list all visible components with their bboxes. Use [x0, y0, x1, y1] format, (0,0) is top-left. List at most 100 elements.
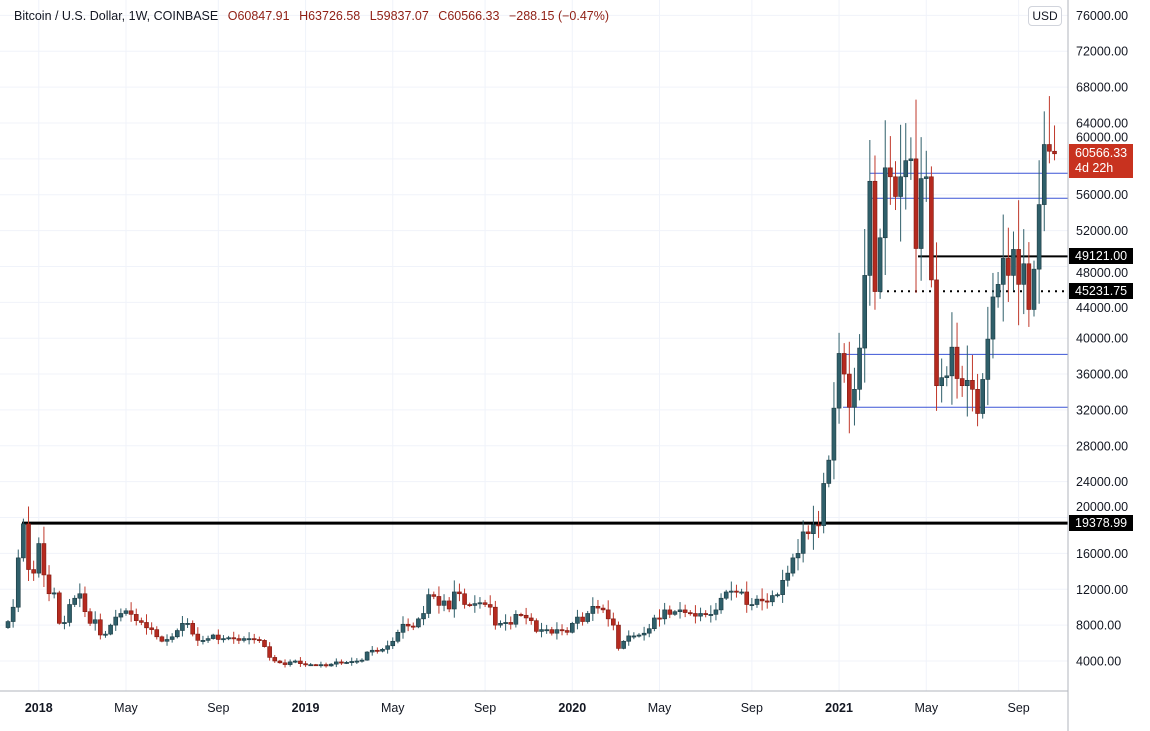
- candle-body: [72, 597, 77, 605]
- candle-body: [380, 649, 385, 652]
- candle-body: [518, 614, 524, 616]
- candle-body: [303, 663, 308, 666]
- candle-body: [103, 633, 108, 636]
- candle-body: [41, 543, 47, 576]
- candle-body: [364, 651, 370, 661]
- candle-body: [744, 591, 750, 605]
- candle-body: [544, 629, 549, 632]
- horizontal-levels[interactable]: [22, 172, 1068, 525]
- high-value: H63726.58: [299, 9, 361, 23]
- candle-body: [975, 388, 980, 414]
- candle-body: [482, 602, 488, 605]
- candle-body: [318, 664, 324, 667]
- candle-body: [231, 637, 237, 640]
- current-price: 60566.33: [1075, 146, 1128, 160]
- candle-body: [1036, 204, 1042, 270]
- time-axis[interactable]: 2018 May Sep 2019 May Sep 2020 May Sep 2021 May Sep: [25, 701, 1030, 715]
- candle-body: [631, 635, 637, 638]
- candle-body: [457, 591, 462, 595]
- candle-body: [67, 604, 72, 623]
- candle-body: [221, 638, 226, 641]
- candle-body: [816, 524, 821, 527]
- candle-body: [754, 598, 760, 605]
- candle-body: [1016, 249, 1021, 285]
- candle-body: [580, 616, 585, 622]
- candle-body: [888, 167, 893, 178]
- candle-body: [985, 338, 991, 380]
- candle-body: [708, 614, 714, 616]
- candle-body: [503, 622, 508, 624]
- candle-body: [759, 598, 765, 602]
- candle-body: [98, 619, 103, 636]
- y-tick-label: 28000.00: [1076, 439, 1128, 453]
- candle-body: [390, 640, 396, 647]
- close-value: C60566.33: [438, 9, 500, 23]
- price-axis[interactable]: 4000.00 8000.00 12000.00 16000.00 20000.00 24…: [1076, 9, 1128, 669]
- candle-body: [1000, 258, 1006, 285]
- candle-body: [241, 638, 247, 641]
- candle-body: [611, 618, 616, 626]
- candle-body: [662, 609, 667, 620]
- candle-body: [944, 375, 950, 378]
- candle-body: [1021, 263, 1027, 285]
- level-tag-45231: 45231.75: [1069, 283, 1134, 299]
- candle-body: [862, 275, 868, 349]
- candle-body: [77, 593, 83, 599]
- current-price-tag: 60566.33 4d 22h: [1069, 144, 1134, 178]
- candle-body: [452, 591, 457, 610]
- candle-body: [498, 623, 503, 626]
- candle-body: [277, 660, 283, 664]
- y-tick-label: 36000.00: [1076, 368, 1128, 382]
- bar-countdown: 4d 22h: [1075, 161, 1114, 175]
- candle-body: [836, 353, 842, 409]
- candle-body: [682, 609, 688, 613]
- candle-body: [298, 660, 303, 664]
- candle-body: [918, 178, 924, 249]
- candle-body: [400, 623, 406, 633]
- candle-body: [205, 638, 211, 641]
- candle-body: [174, 630, 180, 638]
- candle-body: [190, 623, 195, 635]
- open-value: O60847.91: [227, 9, 290, 23]
- candle-body: [344, 662, 349, 664]
- candle-body: [180, 623, 185, 631]
- candle-body: [959, 378, 965, 387]
- candle-body: [882, 167, 888, 239]
- candle-body: [908, 158, 914, 161]
- currency-button[interactable]: USD: [1028, 6, 1062, 26]
- candle-body: [210, 634, 216, 639]
- x-tick-label: 2018: [25, 701, 53, 715]
- x-tick-label: May: [914, 701, 938, 715]
- candle-body: [1052, 150, 1057, 155]
- candle-body: [677, 609, 683, 612]
- candle-body: [472, 603, 478, 606]
- candle-body: [939, 377, 944, 387]
- candle-body: [257, 639, 262, 641]
- candle-body: [734, 590, 739, 593]
- candle-body: [267, 646, 272, 658]
- x-tick-label: Sep: [207, 701, 229, 715]
- y-tick-label: 72000.00: [1076, 45, 1128, 59]
- candle-body: [564, 630, 570, 633]
- candle-body: [46, 574, 52, 595]
- y-tick-label: 32000.00: [1076, 403, 1128, 417]
- y-tick-label: 64000.00: [1076, 116, 1128, 130]
- candle-body: [590, 606, 596, 614]
- candle-body: [133, 614, 139, 621]
- x-tick-label: Sep: [741, 701, 763, 715]
- candle-body: [216, 634, 221, 640]
- candle-body: [970, 380, 975, 390]
- candle-body: [913, 158, 919, 249]
- candle-body: [487, 604, 493, 608]
- x-tick-label: May: [648, 701, 672, 715]
- candle-body: [657, 617, 662, 620]
- candle-body: [923, 176, 929, 179]
- candle-body: [990, 296, 996, 340]
- candle-body: [1047, 144, 1052, 152]
- candle-body: [672, 611, 678, 615]
- candle-body: [272, 657, 278, 662]
- y-tick-label: 24000.00: [1076, 475, 1128, 489]
- symbol-legend: Bitcoin / U.S. Dollar, 1W, COINBASE O608…: [14, 9, 615, 23]
- candle-body: [308, 664, 313, 667]
